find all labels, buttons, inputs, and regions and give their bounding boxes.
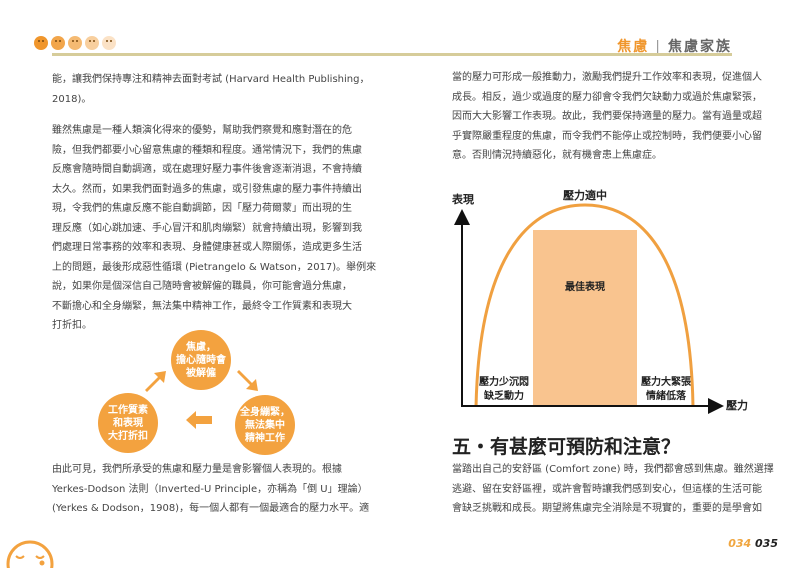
page-number-right: 035: [755, 537, 778, 550]
inverted-u-diagram: 表現 壓力 壓力適中 最佳表現 壓力少沉悶 缺乏動力 壓力大緊張 情緒低落: [451, 188, 748, 414]
x-axis-label: 壓力: [726, 398, 748, 412]
left-paragraph-2: 雖然焦慮是一種人類演化得來的優勢，幫助我們察覺和應對潛在的危 險，但我們都要小心留…: [52, 121, 382, 336]
crying-face-icon: [6, 540, 54, 568]
text-line: 2018)。: [52, 93, 92, 105]
right-paragraph-1: 當的壓力可形成一般推動力，激勵我們提升工作效率和表現，促進個人 成長。相反，過少或…: [452, 68, 782, 166]
left-paragraph-1: 能，讓我們保持專注和精神去面對考試 (Harvard Health Publis…: [52, 70, 382, 109]
cycle-arrows: [145, 370, 258, 429]
text-line: 們處理日常事務的效率和表現、身體健康甚或人際關係，造成更多生活: [52, 242, 362, 253]
right-paragraph-2: 當踏出自己的安舒區 (Comfort zone) 時，我們都會感到焦慮。雖然選擇…: [452, 460, 782, 519]
text-line: 逃避、留在安舒區裡，或許會暫時讓我們感到安心，但這樣的生活可能: [452, 483, 762, 495]
y-axis-label: 表現: [451, 192, 474, 206]
cycle-node-performance: 工作質素 和表現 大打折扣: [98, 393, 158, 453]
text-line: 精神工作: [245, 432, 285, 444]
face-icon: [68, 36, 82, 50]
high-stress-label: 壓力大緊張: [641, 375, 692, 388]
text-line: 打折扣。: [52, 320, 92, 331]
text-line: 擔心隨時會: [176, 354, 226, 366]
text-line: 當的壓力可形成一般推動力，激勵我們提升工作效率和表現，促進個人: [452, 72, 762, 83]
text-line: Yerkes-Dodson 法則（Inverted-U Principle，亦稱…: [52, 483, 368, 495]
text-line: 焦慮，: [186, 341, 216, 353]
page-numbers: 034 035: [728, 537, 778, 550]
section-heading: 五・有甚麼可預防和注意？: [452, 436, 681, 458]
text-line: 由此可見，我們所承受的焦慮和壓力量是會影響個人表現的。根據: [52, 464, 342, 475]
text-line: 太久。然而，如果我們面對過多的焦慮，或引發焦慮的壓力事件持續出: [52, 183, 362, 195]
running-header: 焦慮 | 焦慮家族: [617, 39, 732, 55]
text-line: 上的問題，最後形成惡性循環 (Pietrangelo & Watson，2017…: [52, 261, 377, 273]
text-line: 意。否則情況持續惡化，就有機會患上焦慮症。: [452, 150, 662, 161]
face-icon: [51, 36, 65, 50]
cycle-node-anxiety: 焦慮， 擔心隨時會 被解僱: [171, 330, 231, 390]
text-line: 反應會隨時間自動調適，或在處理好壓力事件後會逐漸消退，不會持續: [52, 164, 362, 175]
chapter-title: 焦慮家族: [668, 39, 732, 55]
face-icon: [102, 36, 116, 50]
text-line: 現，令我們的焦慮反應不能自動調節，因「壓力荷爾蒙」而出現的生: [52, 203, 352, 214]
text-line: 因而大大影響工作表現。故此，我們要保持適量的壓力。當有過量或超: [452, 111, 762, 122]
performance-curve: [474, 203, 695, 408]
text-line: 能，讓我們保持專注和精神去面對考試 (Harvard Health Publis…: [52, 74, 370, 85]
text-line: 乎實際嚴重程度的焦慮，而令我們不能停止或控制時，我們便要小心留: [452, 130, 762, 142]
text-line: 全身繃緊，: [240, 406, 290, 418]
page-number-left: 034: [728, 537, 752, 550]
text-line: 大打折扣: [108, 430, 148, 442]
optimal-zone: [533, 230, 637, 405]
face-icon: [85, 36, 99, 50]
high-stress-label: 情緒低落: [646, 389, 687, 402]
arrow-icon: [237, 370, 258, 391]
text-line: 說，如果你是個深信自己隨時會被解僱的職員，你可能會過分焦慮，: [52, 281, 352, 292]
low-stress-label: 缺乏動力: [483, 389, 524, 402]
left-paragraph-3: 由此可見，我們所承受的焦慮和壓力量是會影響個人表現的。根據 Yerkes-Dods…: [52, 460, 382, 519]
text-line: 當踏出自己的安舒區 (Comfort zone) 時，我們都會感到焦慮。雖然選擇: [452, 464, 774, 475]
text-line: 理反應（如心跳加速、手心冒汗和肌肉繃緊）就會持續出現，影響到我: [52, 222, 362, 234]
text-line: 工作質素: [108, 404, 148, 416]
cycle-node-tension: 全身繃緊， 無法集中 精神工作: [235, 395, 295, 455]
text-line: 被解僱: [186, 367, 216, 379]
arrow-icon: [145, 371, 166, 392]
low-stress-label: 壓力少沉悶: [479, 375, 529, 388]
optimal-label: 最佳表現: [565, 280, 605, 293]
header-rule: [52, 53, 732, 56]
text-line: (Yerkes & Dodson，1908)，每一個人都有一個最適合的壓力水平。…: [52, 503, 370, 514]
text-line: 成長。相反，過少或過度的壓力卻會令我們欠缺動力或過於焦慮緊張，: [452, 91, 762, 103]
text-line: 無法集中: [245, 419, 285, 431]
text-line: 和表現: [113, 417, 143, 429]
section-title: 焦慮: [617, 39, 650, 55]
arrow-icon: [186, 411, 212, 429]
text-line: 會缺乏挑戰和成長。期望將焦慮完全消除是不現實的，重要的是學會如: [452, 503, 762, 514]
text-line: 不斷擔心和全身繃緊，無法集中精神工作，最終令工作質素和表現大: [52, 300, 352, 312]
face-icon: [34, 36, 48, 50]
mood-faces-icon: [34, 36, 116, 50]
text-line: 雖然焦慮是一種人類演化得來的優勢，幫助我們察覺和應對潛在的危: [52, 125, 352, 136]
peak-label: 壓力適中: [563, 188, 607, 202]
text-line: 險，但我們都要小心留意焦慮的種類和程度。通常情況下，我們的焦慮: [52, 144, 362, 156]
